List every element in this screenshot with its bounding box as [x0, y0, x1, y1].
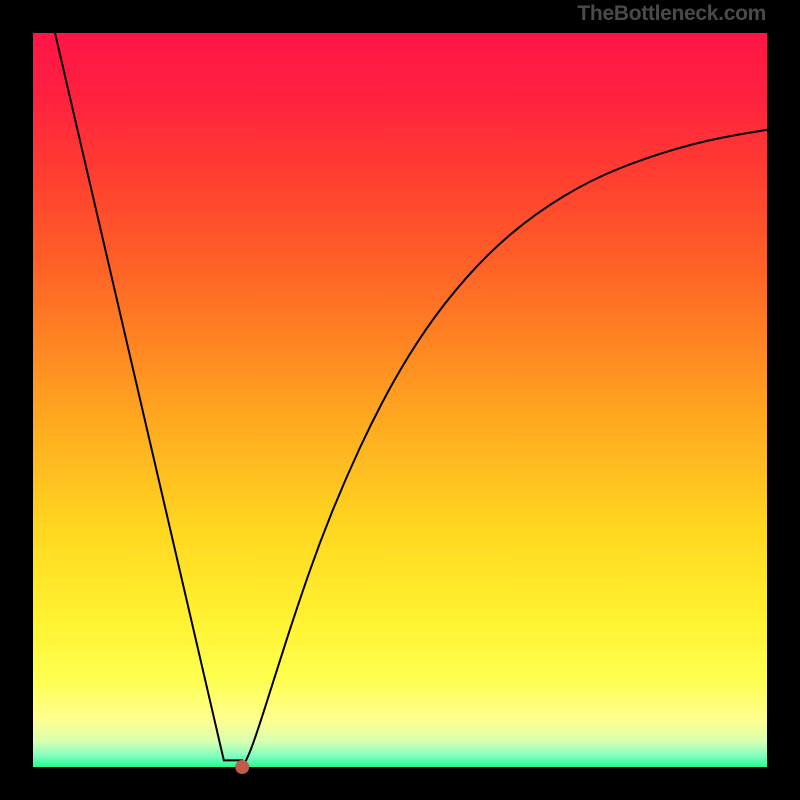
- optimum-marker: [235, 760, 249, 774]
- curve-layer: [0, 0, 800, 800]
- watermark-text: TheBottleneck.com: [577, 2, 766, 26]
- bottleneck-curve: [55, 33, 767, 767]
- chart-container: TheBottleneck.com: [0, 0, 800, 800]
